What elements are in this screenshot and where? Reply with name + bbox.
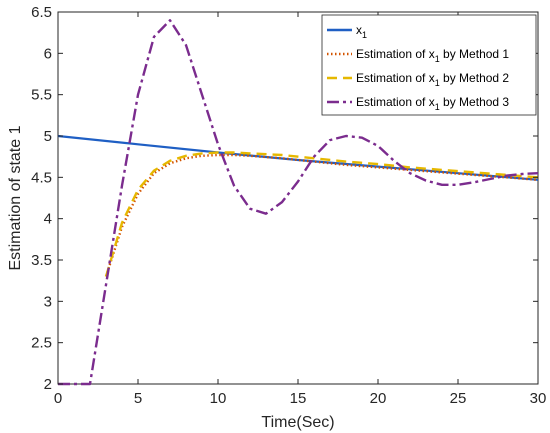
legend-label-4: Estimation of x1 by Method 3 xyxy=(356,95,509,112)
x-tick-label: 25 xyxy=(450,390,467,407)
x-tick-label: 5 xyxy=(134,390,142,407)
y-axis-ticks: 2 2.5 3 3.5 4 4.5 5 5.5 6 6.5 xyxy=(31,4,538,393)
legend-label-subscript: 1 xyxy=(362,30,367,40)
legend-label-subscript: 1 xyxy=(435,54,440,64)
y-tick-label: 2.5 xyxy=(31,335,52,352)
x-tick-label: 30 xyxy=(530,390,547,407)
y-tick-label: 6 xyxy=(44,45,52,62)
series-line-4 xyxy=(58,19,539,386)
y-tick-label: 6.5 xyxy=(31,4,52,21)
legend-label-1: x1 xyxy=(356,23,367,40)
legend-label-2: Estimation of x1 by Method 1 xyxy=(356,47,509,64)
x-tick-label: 10 xyxy=(210,390,227,407)
legend-label-base: Estimation of x xyxy=(356,47,435,61)
legend-label-suffix: by Method 1 xyxy=(440,47,510,61)
y-tick-label: 4.5 xyxy=(31,169,52,186)
legend-label-subscript: 1 xyxy=(435,78,440,88)
x-tick-label: 0 xyxy=(54,390,62,407)
series-line-1 xyxy=(57,134,539,181)
x-tick-label: 20 xyxy=(370,390,387,407)
legend-label-3: Estimation of x1 by Method 2 xyxy=(356,71,509,88)
y-axis-label: Estimation of state 1 xyxy=(7,125,24,270)
legend-box xyxy=(321,14,537,116)
y-tick-label: 4 xyxy=(44,211,52,228)
y-tick-label: 5.5 xyxy=(31,87,52,104)
legend-label-suffix: by Method 2 xyxy=(440,71,510,85)
y-tick-label: 3 xyxy=(44,293,52,310)
legend-label-base: x xyxy=(356,23,362,37)
y-tick-label: 2 xyxy=(44,376,52,393)
legend-label-subscript: 1 xyxy=(435,102,440,112)
legend-label-base: Estimation of x xyxy=(356,95,435,109)
x-axis-ticks: 0 5 10 15 20 25 30 xyxy=(54,12,547,407)
legend-label-suffix: by Method 3 xyxy=(440,95,510,109)
x-tick-label: 15 xyxy=(290,390,307,407)
x-axis-label: Time(Sec) xyxy=(261,414,334,431)
y-tick-label: 5 xyxy=(44,128,52,145)
legend-label-base: Estimation of x xyxy=(356,71,435,85)
y-tick-label: 3.5 xyxy=(31,252,52,269)
series-line-3 xyxy=(104,151,539,277)
series-layer xyxy=(57,19,539,386)
